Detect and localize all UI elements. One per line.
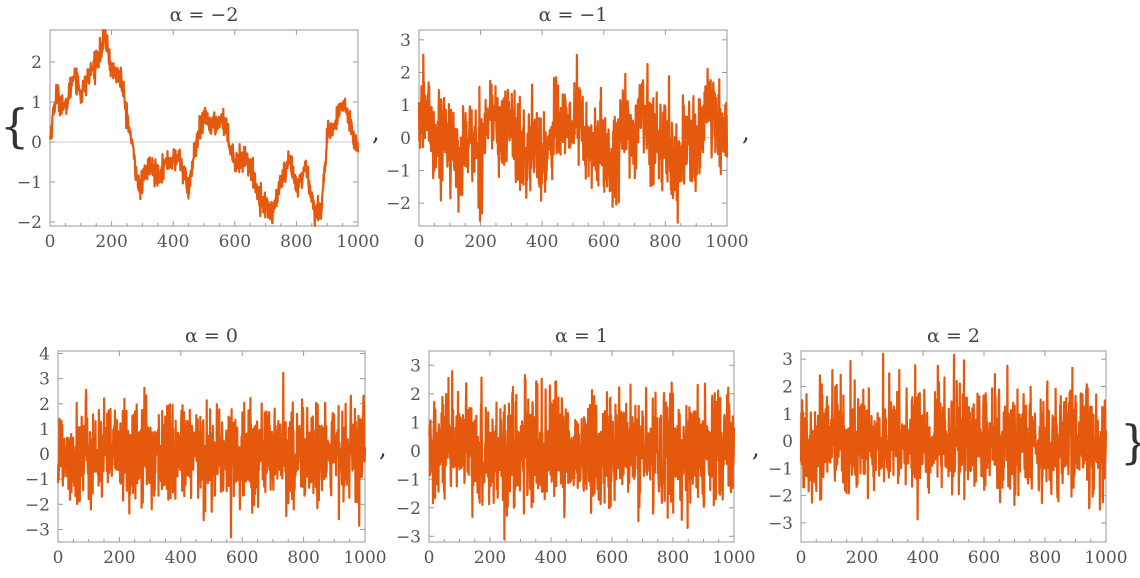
y-tick-label: −1 bbox=[17, 173, 42, 193]
y-tick-label: 2 bbox=[410, 385, 421, 405]
y-tick-label: −1 bbox=[25, 470, 50, 490]
series-line bbox=[48, 28, 360, 227]
y-tick-label: 1 bbox=[39, 420, 50, 440]
x-tick-label: 1000 bbox=[705, 232, 748, 252]
x-tick-label: 400 bbox=[526, 232, 558, 252]
y-tick-label: 1 bbox=[410, 413, 421, 433]
plot-title: α = −2 bbox=[170, 4, 239, 26]
y-tick-label: 3 bbox=[39, 370, 50, 390]
y-tick-label: −2 bbox=[25, 495, 50, 515]
x-tick-label: 400 bbox=[157, 232, 189, 252]
y-tick-label: 2 bbox=[782, 377, 793, 397]
comma-separator: , bbox=[372, 118, 380, 146]
x-tick-label: 0 bbox=[45, 232, 56, 252]
close-brace: } bbox=[1120, 415, 1140, 469]
y-tick-label: −3 bbox=[396, 527, 421, 547]
x-tick-label: 200 bbox=[464, 232, 496, 252]
y-tick-label: 2 bbox=[400, 63, 411, 83]
y-tick-label: −1 bbox=[396, 470, 421, 490]
y-tick-label: 3 bbox=[400, 31, 411, 51]
y-tick-label: 1 bbox=[782, 405, 793, 425]
x-tick-label: 600 bbox=[596, 548, 628, 568]
x-tick-label: 200 bbox=[95, 232, 127, 252]
comma-separator: , bbox=[752, 434, 760, 462]
x-tick-label: 800 bbox=[649, 232, 681, 252]
plot-panel-alpha-minus-2: α = −2 0 200 400 600 800 1000 −2 −1 0 1 2 bbox=[17, 4, 380, 252]
open-brace: { bbox=[0, 99, 29, 153]
y-tick-label: 3 bbox=[410, 356, 421, 376]
x-tick-label: 0 bbox=[53, 548, 64, 568]
y-tick-label: −3 bbox=[25, 520, 50, 540]
y-tick-label: 4 bbox=[39, 345, 50, 365]
comma-separator: , bbox=[379, 434, 387, 462]
x-tick-label: 0 bbox=[424, 548, 435, 568]
x-tick-label: 400 bbox=[907, 548, 939, 568]
x-tick-label: 400 bbox=[535, 548, 567, 568]
x-tick-label: 1000 bbox=[1084, 548, 1127, 568]
y-tick-label: −2 bbox=[17, 213, 42, 233]
plot-panel-alpha-0: α = 0 0 200 400 600 800 1000 −3 −2 −1 0 1 2 3 4 bbox=[25, 325, 387, 568]
y-tick-label: 0 bbox=[31, 133, 42, 153]
y-tick-label: 0 bbox=[782, 432, 793, 452]
x-tick-label: 1000 bbox=[343, 548, 386, 568]
x-tick-label: 200 bbox=[474, 548, 506, 568]
y-tick-label: 3 bbox=[782, 350, 793, 370]
x-tick-label: 600 bbox=[968, 548, 1000, 568]
y-tick-label: −2 bbox=[386, 194, 411, 214]
series-line bbox=[417, 53, 729, 224]
y-tick-label: 1 bbox=[31, 93, 42, 113]
x-tick-label: 600 bbox=[226, 548, 258, 568]
y-tick-label: −1 bbox=[386, 161, 411, 181]
y-tick-label: 0 bbox=[39, 445, 50, 465]
x-tick-label: 200 bbox=[846, 548, 878, 568]
y-tick-label: −1 bbox=[768, 459, 793, 479]
x-tick-label: 800 bbox=[657, 548, 689, 568]
plot-title: α = 0 bbox=[185, 325, 238, 347]
comma-separator: , bbox=[742, 118, 750, 146]
plot-panel-alpha-1: α = 1 0 200 400 600 800 1000 −3 −2 −1 0 1 2 3 bbox=[396, 325, 756, 568]
plot-title: α = 2 bbox=[927, 325, 980, 347]
plot-title: α = 1 bbox=[555, 325, 608, 347]
x-tick-label: 0 bbox=[414, 232, 425, 252]
plot-panel-alpha-2: α = 2 0 200 400 600 800 1000 −3 −2 −1 0 1 2 3 bbox=[768, 325, 1128, 568]
y-tick-label: −2 bbox=[396, 499, 421, 519]
x-tick-label: 400 bbox=[165, 548, 197, 568]
series-line bbox=[799, 352, 1108, 521]
y-tick-label: 0 bbox=[400, 129, 411, 149]
series-line bbox=[428, 370, 736, 541]
x-tick-label: 1000 bbox=[336, 232, 379, 252]
x-tick-label: 800 bbox=[287, 548, 319, 568]
y-tick-label: 2 bbox=[31, 53, 42, 73]
y-tick-label: 1 bbox=[400, 96, 411, 116]
y-tick-label: −3 bbox=[768, 514, 793, 534]
x-tick-label: 600 bbox=[219, 232, 251, 252]
y-tick-label: 0 bbox=[410, 442, 421, 462]
x-tick-label: 1000 bbox=[712, 548, 755, 568]
series-line bbox=[56, 371, 367, 539]
y-tick-label: −2 bbox=[768, 487, 793, 507]
x-tick-label: 200 bbox=[103, 548, 135, 568]
plot-panel-alpha-minus-1: α = −1 0 200 400 600 800 1000 −2 −1 0 1 2 3 bbox=[386, 4, 749, 252]
x-tick-label: 0 bbox=[796, 548, 807, 568]
x-tick-label: 800 bbox=[280, 232, 312, 252]
x-tick-label: 600 bbox=[588, 232, 620, 252]
plot-title: α = −1 bbox=[539, 4, 608, 26]
y-tick-label: 2 bbox=[39, 395, 50, 415]
x-tick-label: 800 bbox=[1029, 548, 1061, 568]
